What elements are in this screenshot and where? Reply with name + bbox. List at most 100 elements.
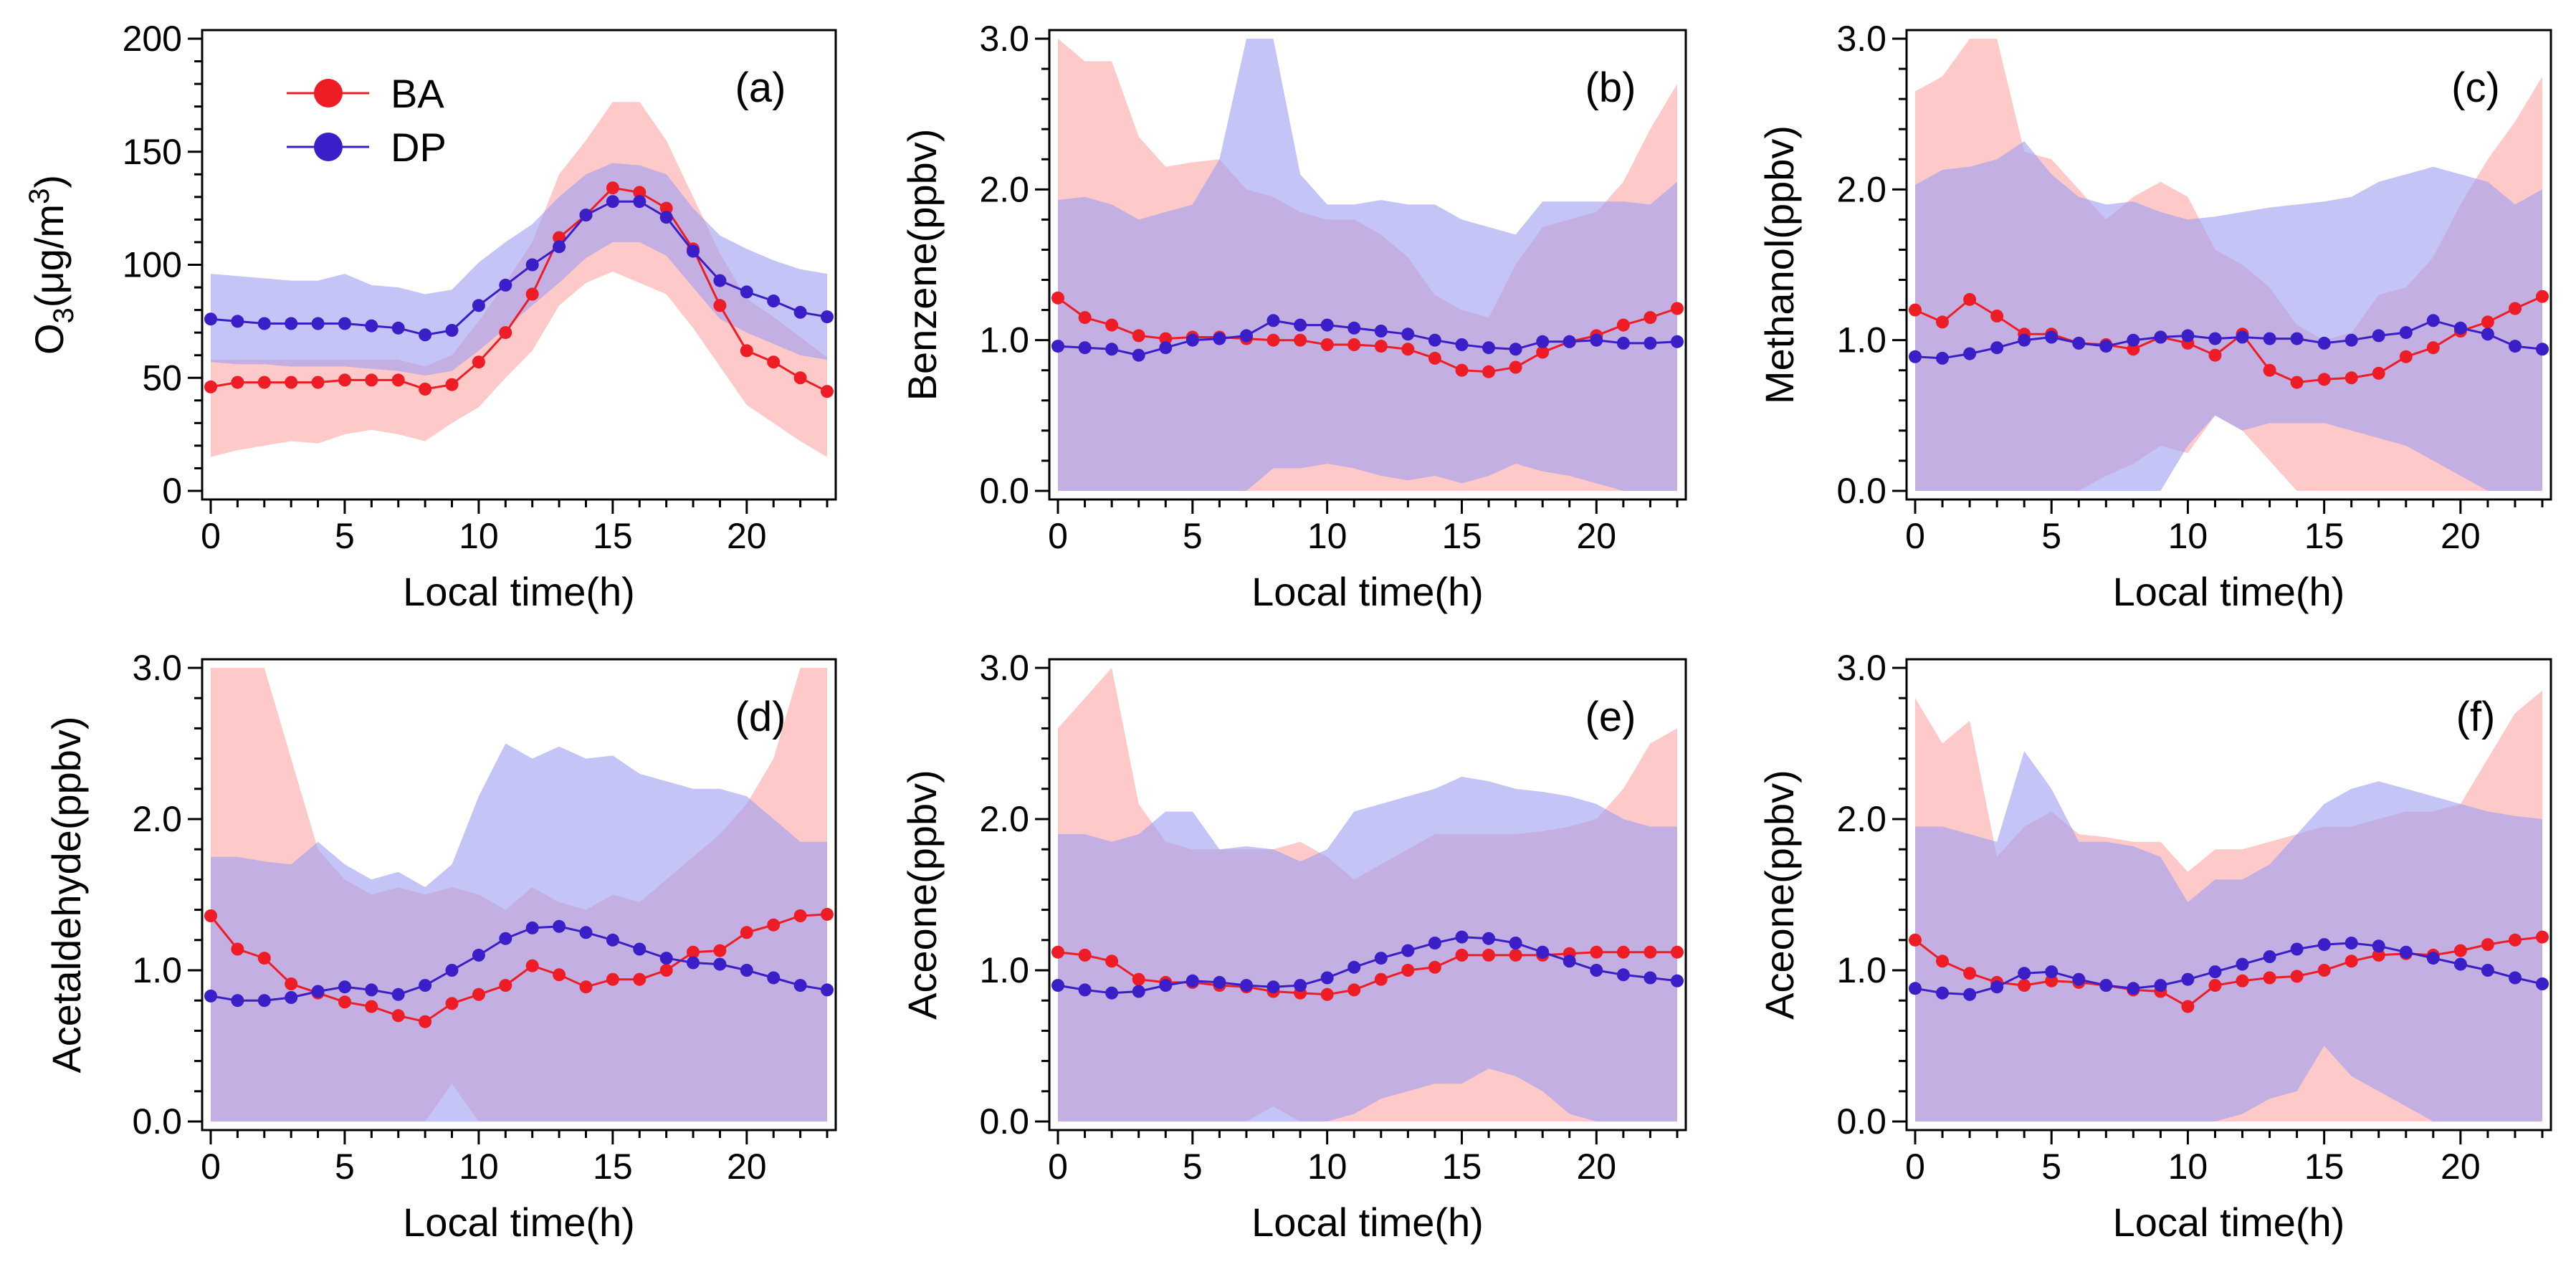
- legend-label-ba: BA: [391, 71, 444, 116]
- point-ba-21: [1616, 318, 1630, 332]
- point-ba-9: [445, 997, 459, 1010]
- point-ba-17: [659, 964, 673, 977]
- point-ba-2: [1963, 292, 1977, 306]
- y-tick-label: 2.0: [1836, 799, 1886, 839]
- point-dp-15: [606, 195, 619, 209]
- point-dp-4: [1159, 979, 1173, 992]
- point-dp-11: [499, 932, 512, 945]
- point-dp-9: [2154, 330, 2167, 344]
- point-ba-5: [338, 995, 351, 1009]
- point-ba-11: [2208, 979, 2222, 992]
- point-ba-7: [391, 1009, 405, 1023]
- point-ba-20: [740, 926, 753, 939]
- point-dp-20: [740, 964, 753, 977]
- x-axis-label: Local time(h): [1251, 569, 1484, 614]
- point-dp-22: [793, 305, 807, 319]
- point-ba-12: [2236, 974, 2249, 987]
- point-ba-4: [1159, 332, 1173, 345]
- panel-label: (b): [1585, 64, 1636, 111]
- point-dp-16: [1482, 341, 1495, 355]
- point-ba-11: [499, 326, 512, 340]
- point-dp-10: [2181, 329, 2195, 343]
- x-tick-label: 0: [1048, 516, 1068, 556]
- point-dp-13: [1401, 944, 1415, 957]
- point-ba-10: [2181, 1000, 2195, 1013]
- legend-label-dp: DP: [391, 125, 447, 170]
- y-axis-label: Benzene(ppbv): [900, 129, 945, 401]
- point-dp-14: [579, 926, 593, 939]
- point-dp-11: [2208, 332, 2222, 345]
- point-dp-1: [1936, 351, 1949, 365]
- point-dp-19: [713, 957, 727, 971]
- point-ba-15: [2317, 373, 2331, 386]
- point-ba-22: [1644, 945, 1657, 959]
- x-tick-label: 5: [2041, 1147, 2061, 1187]
- y-tick-label: 1.0: [1836, 950, 1886, 990]
- legend-marker-dp: [314, 133, 343, 161]
- band-dp: [1915, 751, 2542, 1121]
- legend: BA DP: [287, 71, 447, 170]
- x-axis-label: Local time(h): [2113, 569, 2345, 614]
- x-tick-label: 20: [1576, 1147, 1616, 1187]
- x-tick-label: 0: [1905, 1147, 1925, 1187]
- point-ba-16: [633, 186, 647, 199]
- point-dp-6: [1213, 332, 1226, 345]
- point-dp-9: [445, 964, 459, 977]
- point-dp-1: [1078, 983, 1092, 997]
- point-dp-15: [606, 933, 619, 947]
- y-tick-label: 3.0: [979, 19, 1029, 59]
- x-tick-label: 0: [1905, 516, 1925, 556]
- point-dp-7: [2099, 979, 2113, 992]
- y-tick-label: 1.0: [979, 950, 1029, 990]
- y-axis-label: Acetaldehyde(ppbv): [44, 716, 89, 1073]
- point-dp-8: [419, 979, 432, 992]
- point-ba-6: [365, 373, 378, 387]
- point-ba-15: [2317, 964, 2331, 977]
- point-ba-3: [1132, 972, 1145, 986]
- point-ba-22: [2509, 302, 2522, 315]
- y-axis-label: O3(μg/m3): [24, 175, 80, 355]
- point-dp-0: [1051, 340, 1064, 353]
- point-dp-14: [579, 209, 593, 222]
- point-dp-19: [2426, 314, 2440, 327]
- point-ba-16: [633, 972, 647, 986]
- point-ba-2: [1105, 955, 1119, 968]
- point-dp-11: [1347, 321, 1361, 335]
- point-dp-23: [821, 983, 834, 997]
- point-dp-21: [767, 971, 781, 985]
- point-dp-13: [2263, 950, 2276, 963]
- point-ba-15: [1455, 363, 1469, 377]
- point-dp-21: [1616, 968, 1630, 982]
- point-ba-1: [1936, 955, 1949, 968]
- panel-label: (e): [1585, 694, 1636, 740]
- y-tick-label: 1.0: [979, 320, 1029, 360]
- point-dp-0: [1051, 979, 1064, 992]
- point-dp-8: [2127, 333, 2140, 347]
- point-ba-0: [1909, 933, 1922, 947]
- point-dp-4: [2018, 967, 2031, 980]
- point-dp-8: [1266, 314, 1280, 327]
- point-ba-14: [2290, 375, 2304, 389]
- x-tick-label: 5: [2041, 516, 2061, 556]
- point-dp-18: [687, 956, 700, 970]
- point-dp-21: [2481, 327, 2494, 341]
- point-dp-19: [713, 274, 727, 287]
- point-ba-22: [793, 909, 807, 922]
- point-dp-12: [2236, 330, 2249, 344]
- y-tick-label: 0.0: [1836, 471, 1886, 511]
- point-ba-8: [419, 383, 432, 396]
- x-tick-label: 10: [459, 1147, 499, 1187]
- y-tick-label: 150: [123, 132, 182, 172]
- point-ba-21: [2481, 315, 2494, 329]
- point-ba-14: [579, 980, 593, 994]
- point-ba-23: [1671, 302, 1684, 315]
- plot-frame: [1048, 29, 1687, 501]
- point-ba-2: [257, 375, 271, 389]
- point-ba-9: [1294, 333, 1307, 347]
- point-ba-2: [1963, 967, 1977, 980]
- point-dp-16: [2344, 937, 2358, 949]
- point-dp-16: [2344, 333, 2358, 347]
- point-dp-2: [257, 994, 271, 1008]
- point-ba-10: [472, 987, 485, 1001]
